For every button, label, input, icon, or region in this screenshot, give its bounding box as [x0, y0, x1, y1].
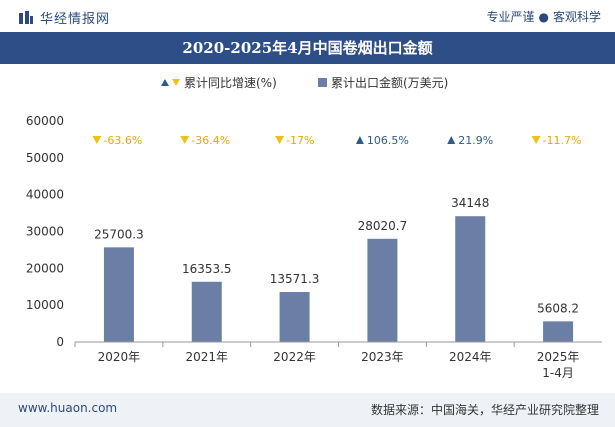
bars: 25700.3 16353.5 13571.3 28020.7 34148 5608.2: [94, 196, 579, 342]
legend-up-triangle-icon: [161, 79, 169, 86]
y-tick-label: 30000: [26, 225, 64, 239]
bar[interactable]: [103, 247, 134, 342]
growth-label: 106.5%: [367, 134, 409, 147]
bar[interactable]: [455, 216, 486, 342]
bar-value-label: 5608.2: [537, 301, 579, 315]
x-tick-label: 2021年: [185, 350, 228, 364]
legend-amount-swatch: [318, 78, 327, 87]
growth-down-item: -11.7%: [531, 134, 582, 147]
slogan-right: 客观科学: [552, 10, 601, 24]
growth-label: -36.4%: [191, 134, 230, 147]
growth-label: -63.6%: [103, 134, 142, 147]
x-tick-label: 2025年 1-4月: [537, 350, 580, 380]
down-triangle-icon: [92, 136, 102, 144]
slogan-left: 专业严谨: [486, 10, 535, 24]
legend: 累计同比增速(%) 累计出口金额(万美元): [161, 75, 448, 90]
bar[interactable]: [279, 292, 310, 342]
slogan: 专业严谨 ● 客观科学: [486, 8, 601, 25]
x-axis: 2020年 2021年 2022年 2023年 2024年 2025年 1-4月: [74, 341, 602, 380]
bar-value-label: 25700.3: [94, 227, 144, 241]
bar-value-label: 13571.3: [270, 272, 320, 286]
top-bar: 华经情报网 专业严谨 ● 客观科学: [0, 0, 615, 32]
bar[interactable]: [543, 321, 574, 342]
bar-value-label: 16353.5: [182, 262, 232, 276]
growth-down-item: -36.4%: [180, 134, 230, 147]
growth-labels: -63.6% -36.4% -17% 106.5% 21.9% -11.7%: [92, 134, 582, 147]
brand-logo-icon: [19, 10, 33, 24]
x-tick-label: 2022年: [273, 350, 316, 364]
growth-up-item: 106.5%: [355, 134, 409, 147]
chart-svg: 累计同比增速(%) 累计出口金额(万美元) 0 10000 20000 30000 40…: [26, 75, 602, 380]
y-tick-label: 40000: [26, 188, 64, 202]
growth-down-item: -63.6%: [92, 134, 142, 147]
footer-website[interactable]: www.huaon.com: [18, 401, 118, 415]
x-tick-label: 2023年: [361, 350, 404, 364]
x-tick-label: 2020年: [98, 350, 141, 364]
footer-source: 数据来源：中国海关，华经产业研究院整理: [370, 403, 599, 417]
brand-name: 华经情报网: [40, 12, 111, 27]
bar[interactable]: [367, 238, 398, 342]
y-tick-label: 10000: [26, 298, 64, 312]
growth-label: 21.9%: [458, 134, 493, 147]
down-triangle-icon: [275, 136, 285, 144]
bar-value-label: 34148: [451, 196, 489, 210]
down-triangle-icon: [531, 136, 541, 144]
bar-value-label: 28020.7: [358, 219, 408, 233]
bullet-dot-icon: ●: [538, 10, 549, 24]
legend-down-triangle-icon: [172, 79, 180, 86]
y-tick-label: 60000: [26, 114, 64, 128]
chart-title: 2020-2025年4月中国卷烟出口金额: [182, 39, 433, 57]
y-tick-label: 20000: [26, 261, 64, 275]
footer: www.huaon.com 数据来源：中国海关，华经产业研究院整理: [0, 393, 615, 427]
growth-down-item: -17%: [275, 134, 315, 147]
growth-label: -11.7%: [543, 134, 582, 147]
legend-amount-label: 累计出口金额(万美元): [331, 75, 448, 90]
y-tick-label: 0: [56, 335, 64, 349]
y-tick-label: 50000: [26, 151, 64, 165]
bar[interactable]: [191, 281, 222, 342]
up-triangle-icon: [355, 136, 364, 144]
growth-up-item: 21.9%: [447, 134, 493, 147]
growth-label: -17%: [286, 134, 314, 147]
legend-growth-label: 累计同比增速(%): [184, 76, 277, 90]
title-bar: 2020-2025年4月中国卷烟出口金额: [0, 32, 615, 64]
down-triangle-icon: [180, 136, 190, 144]
up-triangle-icon: [447, 136, 456, 144]
x-tick-label: 2024年: [449, 350, 492, 364]
brand[interactable]: 华经情报网: [18, 8, 110, 27]
y-axis: 0 10000 20000 30000 40000 50000 60000: [26, 114, 64, 349]
